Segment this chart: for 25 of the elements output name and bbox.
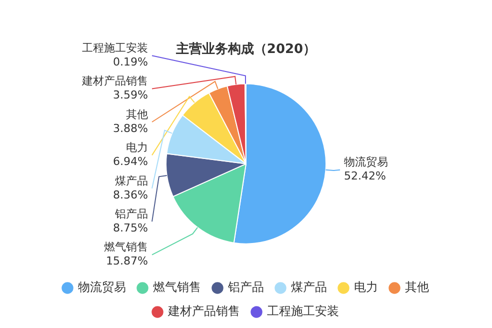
data-label: 8.75% <box>113 221 148 234</box>
slice-label: 铝产品 <box>114 207 148 220</box>
legend-label: 其他 <box>405 280 429 294</box>
slice-label: 工程施工安装 <box>82 41 148 54</box>
slice-label: 其他 <box>126 108 148 121</box>
slice-label: 建材产品销售 <box>81 74 148 88</box>
legend-label: 煤产品 <box>291 280 327 294</box>
legend-label: 铝产品 <box>227 280 264 294</box>
data-label: 52.42% <box>344 170 386 183</box>
data-label: 3.88% <box>113 122 148 135</box>
slice-label: 电力 <box>126 141 148 154</box>
chart-title: 主营业务构成（2020） <box>174 41 316 58</box>
data-label: 8.36% <box>113 188 148 202</box>
data-label: 0.19% <box>113 55 148 68</box>
data-label: 15.87% <box>106 254 148 268</box>
legend-label: 工程施工安装 <box>267 304 339 318</box>
data-label: 6.94% <box>113 155 148 168</box>
data-label: 3.59% <box>113 88 148 102</box>
legend-label: 物流贸易 <box>78 280 126 294</box>
legend-label: 燃气销售 <box>153 280 201 294</box>
slice-label: 物流贸易 <box>344 156 388 169</box>
legend-label: 建材产品销售 <box>167 304 240 318</box>
slice-label: 燃气销售 <box>104 240 148 254</box>
legend-label: 电力 <box>354 280 378 294</box>
slice-label: 煤产品 <box>115 174 148 188</box>
